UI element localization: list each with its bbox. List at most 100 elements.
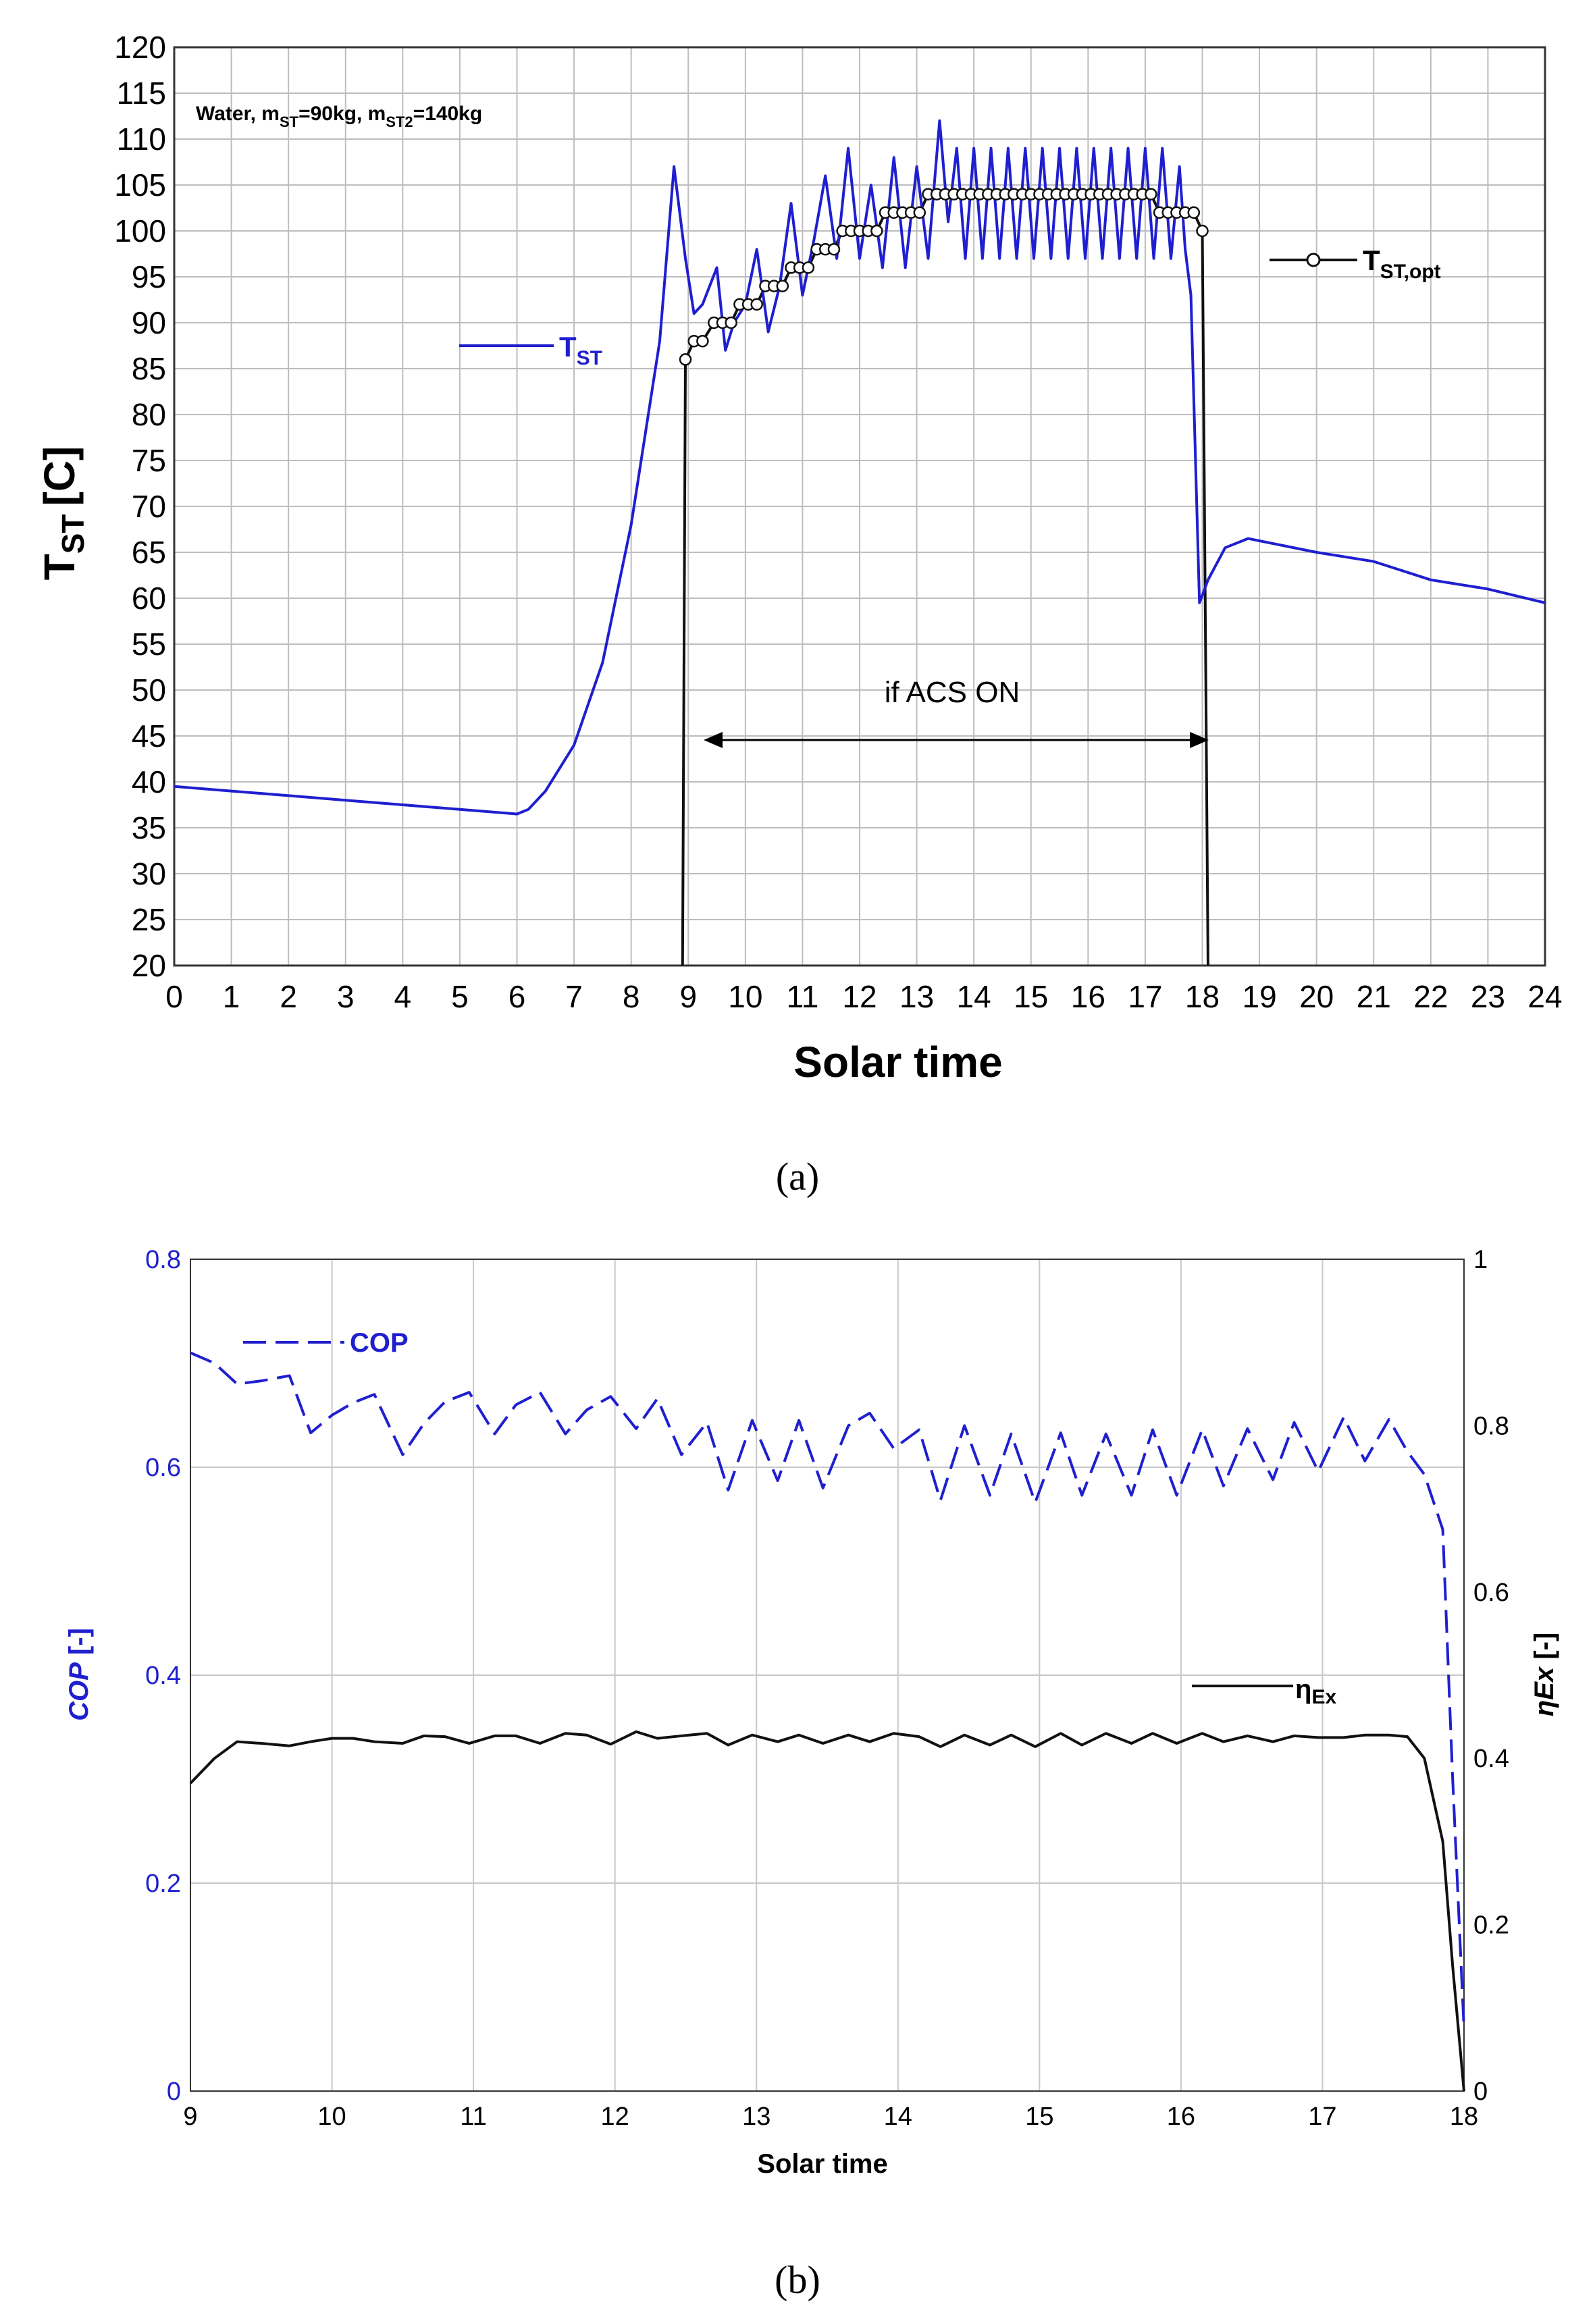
panel-a-annotation: Water, mST=90kg, mST2=140kg — [196, 103, 482, 130]
x-tick-label: 22 — [1413, 979, 1448, 1014]
series-eta-line — [189, 1730, 1465, 2092]
tst-opt-marker — [750, 298, 763, 311]
panel-b-chart: 9 10 11 12 13 14 15 16 17 18 0 0.2 0.4 0.6 0.8 0 0.2 0.… — [64, 1246, 1559, 2302]
left-y-tick-label: 0.2 — [145, 1870, 181, 1898]
x-tick-label: 15 — [1025, 2103, 1053, 2131]
tst-opt-marker — [913, 206, 926, 219]
panel-a-caption: (a) — [776, 1155, 819, 1198]
panel-a-x-ticks: 0 1 2 3 4 5 6 7 8 9 10 11 12 13 14 15 16 17 18 19 20 21 22 23 24 — [165, 979, 1562, 1014]
x-tick-label: 9 — [183, 2103, 197, 2131]
legend-tstopt-marker — [1306, 253, 1321, 267]
right-y-tick-label: 0.8 — [1473, 1412, 1509, 1440]
y-tick-label: 45 — [132, 718, 166, 754]
tst-opt-marker — [776, 280, 789, 292]
right-y-tick-label: 0.2 — [1473, 1911, 1509, 1940]
x-tick-label: 15 — [1014, 979, 1048, 1014]
legend-eta-label: ηEx — [1295, 1674, 1336, 1708]
x-tick-label: 5 — [451, 979, 469, 1014]
x-tick-label: 8 — [623, 979, 640, 1014]
panel-b-right-y-ticks: 0 0.2 0.4 0.6 0.8 1 — [1473, 1246, 1509, 2106]
x-tick-label: 17 — [1308, 2103, 1336, 2131]
x-tick-label: 10 — [728, 979, 762, 1014]
right-y-tick-label: 0.6 — [1473, 1579, 1509, 1607]
x-tick-label: 0 — [165, 979, 183, 1014]
x-tick-label: 18 — [1450, 2103, 1478, 2131]
x-tick-label: 10 — [317, 2103, 346, 2131]
y-tick-label: 20 — [132, 948, 166, 983]
span-label: if ACS ON — [885, 676, 1020, 709]
x-tick-label: 16 — [1071, 979, 1105, 1014]
y-tick-label: 100 — [114, 213, 166, 248]
panel-a-chart: 0 1 2 3 4 5 6 7 8 9 10 11 12 13 14 15 16 17 18 19 20 21 22 23 24… — [35, 30, 1563, 1198]
panel-a-grid — [174, 47, 1546, 966]
y-tick-label: 110 — [117, 122, 166, 157]
x-tick-label: 16 — [1167, 2103, 1195, 2131]
x-tick-label: 12 — [601, 2103, 629, 2131]
y-tick-label: 70 — [132, 489, 166, 524]
series-cop-line — [190, 1351, 1465, 2029]
legend-cop-label: COP — [350, 1328, 409, 1358]
panel-b-series — [189, 1351, 1465, 2092]
x-tick-label: 19 — [1242, 979, 1276, 1014]
x-tick-label: 13 — [742, 2103, 770, 2131]
x-tick-label: 9 — [679, 979, 697, 1014]
x-tick-label: 3 — [337, 979, 355, 1014]
y-tick-label: 75 — [132, 443, 166, 478]
panel-a-series — [174, 119, 1546, 966]
y-tick-label: 25 — [132, 902, 166, 937]
left-y-tick-label: 0.4 — [145, 1662, 181, 1690]
y-tick-label: 55 — [132, 627, 166, 662]
legend-tstopt-label: TST,opt — [1363, 244, 1441, 283]
tst-opt-marker — [725, 316, 737, 329]
panel-b-x-ticks: 9 10 11 12 13 14 15 16 17 18 — [183, 2103, 1478, 2131]
tst-opt-marker — [679, 353, 692, 366]
right-y-tick-label: 0 — [1473, 2078, 1488, 2106]
tst-opt-marker — [827, 242, 841, 256]
tst-opt-marker — [1187, 206, 1201, 219]
tst-opt-marker — [1196, 224, 1209, 238]
y-tick-label: 95 — [132, 259, 166, 294]
panel-b-left-y-axis-title: COP [-] — [64, 1628, 94, 1721]
x-tick-label: 13 — [899, 979, 934, 1014]
x-tick-label: 11 — [460, 2103, 486, 2131]
tst-opt-marker — [1145, 188, 1157, 201]
left-y-tick-label: 0.6 — [145, 1454, 181, 1482]
panel-b-x-axis-title: Solar time — [757, 2149, 887, 2179]
panel-b-right-y-axis-title: ηEx [-] — [1529, 1633, 1559, 1716]
left-y-tick-label: 0.8 — [145, 1246, 181, 1274]
x-tick-label: 11 — [787, 979, 819, 1014]
y-tick-label: 115 — [117, 76, 166, 111]
x-tick-label: 7 — [565, 979, 583, 1014]
x-tick-label: 24 — [1527, 979, 1562, 1014]
x-tick-label: 14 — [884, 2103, 912, 2131]
x-tick-label: 12 — [842, 979, 877, 1014]
x-tick-label: 17 — [1128, 979, 1162, 1014]
y-tick-label: 60 — [132, 581, 166, 616]
x-tick-label: 20 — [1299, 979, 1334, 1014]
y-tick-label: 30 — [132, 856, 166, 891]
y-tick-label: 80 — [132, 397, 166, 432]
x-tick-label: 2 — [280, 979, 297, 1014]
tst-opt-marker — [870, 224, 883, 238]
y-tick-label: 120 — [114, 30, 166, 65]
series-tst-opt-line — [681, 192, 1209, 966]
x-tick-label: 6 — [508, 979, 526, 1014]
panel-b-caption: (b) — [775, 2258, 820, 2302]
panel-b-plot-frame — [190, 1259, 1465, 2092]
y-tick-label: 35 — [132, 810, 166, 845]
panel-b-left-y-ticks: 0 0.2 0.4 0.6 0.8 — [145, 1246, 181, 2106]
left-y-tick-label: 0 — [167, 2078, 181, 2106]
panel-a-x-axis-title: Solar time — [793, 1038, 1002, 1086]
tst-opt-marker — [696, 334, 709, 348]
y-tick-label: 85 — [132, 351, 166, 386]
panel-a-plot-frame — [173, 46, 1546, 967]
y-tick-label: 65 — [132, 535, 166, 570]
x-tick-label: 23 — [1471, 979, 1505, 1014]
x-tick-label: 18 — [1185, 979, 1220, 1014]
x-tick-label: 4 — [394, 979, 412, 1014]
tst-opt-marker — [802, 261, 815, 274]
panel-a-y-ticks: 20 25 30 35 40 45 50 55 60 65 70 75 80 85 90 95 100 105 11… — [114, 30, 166, 983]
right-y-tick-label: 0.4 — [1473, 1745, 1509, 1773]
y-tick-label: 50 — [132, 672, 166, 708]
